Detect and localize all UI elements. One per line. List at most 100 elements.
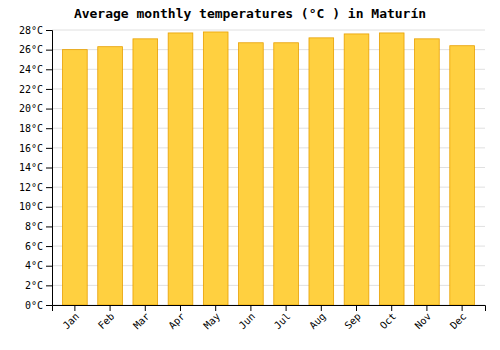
x-tick: Jan [61, 305, 82, 331]
y-tick-mark [46, 89, 52, 90]
y-tick-label: 20°C [19, 103, 43, 114]
x-tick: May [202, 305, 223, 331]
x-tick-label: May [202, 311, 223, 332]
y-tick-label: 4°C [25, 260, 43, 271]
bar [203, 32, 228, 305]
x-tick-mark [145, 305, 146, 311]
x-axis: Jan Feb Mar Apr May Jun Jul Aug Sep Oct Nov Dec [53, 305, 486, 331]
y-tick-mark [46, 128, 52, 129]
y-tick: 6°C [25, 241, 52, 252]
y-tick: 20°C [19, 103, 52, 114]
x-tick-mark [215, 305, 216, 311]
x-tick: Feb [96, 305, 117, 331]
bar [415, 39, 440, 305]
y-tick-mark [46, 109, 52, 110]
x-tick-label: Jul [272, 311, 293, 332]
x-tick-mark [180, 305, 181, 311]
y-tick-label: 12°C [19, 182, 43, 193]
bar [274, 43, 299, 305]
x-tick-label: Jun [237, 311, 258, 332]
x-tick-mark [462, 305, 463, 311]
y-tick: 26°C [19, 44, 52, 55]
y-tick: 2°C [25, 280, 52, 291]
y-tick: 22°C [19, 84, 52, 95]
x-tick: Sep [342, 305, 363, 331]
bar [239, 43, 264, 305]
x-tick: Mar [131, 305, 152, 331]
x-tick-mark [356, 305, 357, 311]
y-tick: 14°C [19, 162, 52, 173]
x-tick: Jun [237, 305, 258, 331]
x-tick-mark [321, 305, 322, 311]
x-tick-label: Aug [307, 311, 328, 332]
bar [379, 33, 404, 305]
y-tick-mark [46, 246, 52, 247]
y-axis: 0°C 2°C 4°C 6°C 8°C 10°C 12°C 14°C 16°C 18°C 20°C 2… [19, 25, 53, 311]
y-tick-label: 6°C [25, 241, 43, 252]
y-tick-mark [46, 207, 52, 208]
y-tick-mark [46, 50, 52, 51]
x-tick-mark [110, 305, 111, 311]
y-tick-label: 22°C [19, 84, 43, 95]
bar [344, 34, 369, 305]
bar [133, 39, 158, 305]
y-tick-label: 26°C [19, 44, 43, 55]
x-tick-label: Oct [378, 311, 399, 332]
x-tick-mark [250, 305, 251, 311]
x-tick: Oct [378, 305, 399, 331]
y-tick-mark [46, 187, 52, 188]
title: Average monthly temperatures (°C ) in Ma… [74, 6, 426, 21]
y-tick: 12°C [19, 182, 52, 193]
x-tick-label: Sep [342, 311, 363, 332]
x-tick-mark [286, 305, 287, 311]
y-tick: 10°C [19, 201, 52, 212]
x-tick: Dec [448, 305, 469, 331]
y-tick-label: 28°C [19, 25, 43, 36]
y-tick: 4°C [25, 260, 52, 271]
y-tick-mark [46, 168, 52, 169]
y-tick-mark [46, 148, 52, 149]
y-tick: 24°C [19, 64, 52, 75]
chart: 0°C 2°C 4°C 6°C 8°C 10°C 12°C 14°C 16°C 18°C 20°C 2… [0, 0, 500, 350]
plot: 0°C 2°C 4°C 6°C 8°C 10°C 12°C 14°C 16°C 18°C 20°C 2… [19, 25, 486, 332]
y-tick-label: 10°C [19, 201, 43, 212]
bar [450, 46, 475, 305]
x-tick-label: Feb [96, 311, 117, 332]
x-tick: Jul [272, 305, 293, 331]
x-tick: Aug [307, 305, 328, 331]
y-tick-mark [46, 266, 52, 267]
x-tick: Nov [413, 305, 434, 331]
y-tick: 28°C [19, 25, 52, 36]
y-axis-line [46, 31, 53, 306]
x-tick-mark [391, 305, 392, 311]
y-tick-mark [46, 305, 52, 306]
y-tick-label: 8°C [25, 221, 43, 232]
x-tick-label: Mar [131, 311, 152, 332]
x-tick-mark [426, 305, 427, 311]
y-tick: 18°C [19, 123, 52, 134]
y-tick: 8°C [25, 221, 52, 232]
x-tick-label: Dec [448, 311, 469, 332]
x-tick-label: Apr [166, 311, 187, 332]
y-tick-mark [46, 69, 52, 70]
x-tick-label: Jan [61, 311, 82, 332]
y-tick: 0°C [25, 300, 52, 311]
y-tick-label: 0°C [25, 300, 43, 311]
bar [98, 47, 123, 305]
y-tick-label: 18°C [19, 123, 43, 134]
bar [168, 33, 193, 305]
y-tick-mark [46, 285, 52, 286]
x-tick-mark [74, 305, 75, 311]
y-tick-label: 24°C [19, 64, 43, 75]
y-tick-mark [46, 30, 52, 31]
x-tick-label: Nov [413, 311, 434, 332]
y-tick-label: 16°C [19, 143, 43, 154]
y-tick: 16°C [19, 143, 52, 154]
grid [52, 30, 485, 305]
y-tick-label: 2°C [25, 280, 43, 291]
grid-line [52, 30, 485, 31]
y-tick-mark [46, 226, 52, 227]
bar [309, 38, 334, 305]
x-axis-line [53, 306, 486, 312]
x-tick: Apr [166, 305, 187, 331]
